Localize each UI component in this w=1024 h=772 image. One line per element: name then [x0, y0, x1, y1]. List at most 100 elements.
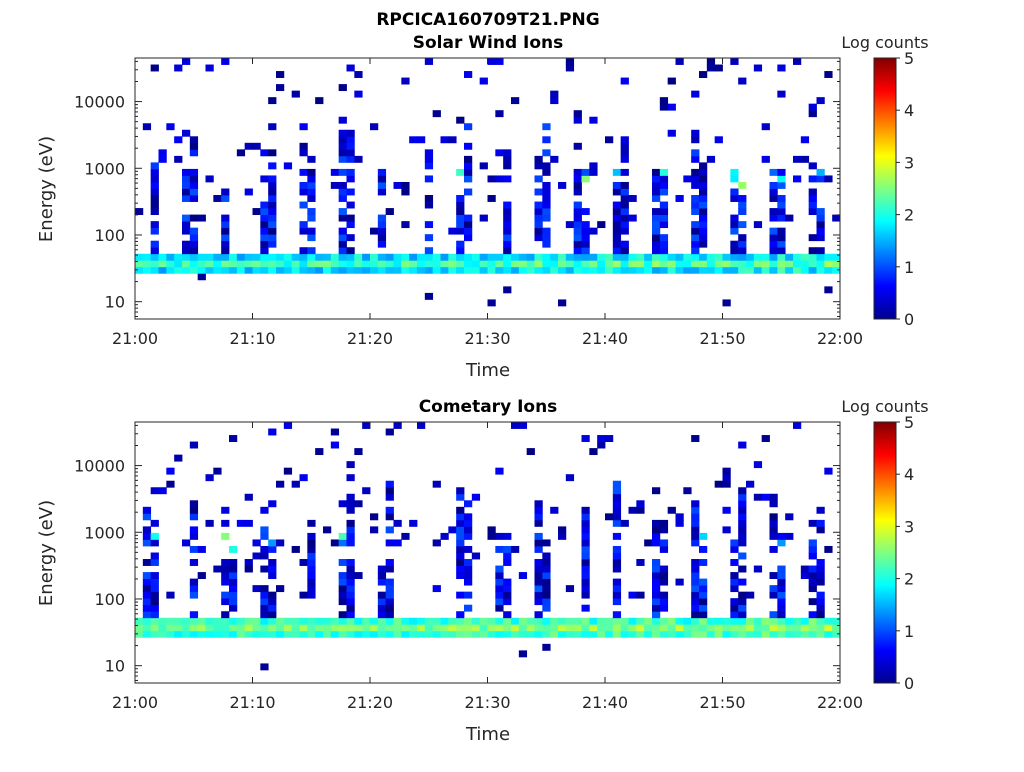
spectrogram-cell [456, 227, 465, 235]
spectrogram-cell [495, 253, 504, 261]
spectrogram-cell [221, 58, 230, 65]
spectrogram-cell [816, 591, 825, 599]
y-tick-label: 10 [105, 293, 125, 312]
spectrogram-cell [597, 253, 606, 261]
colorbar-tick-label: 2 [904, 206, 914, 225]
spectrogram-cell [816, 175, 825, 183]
spectrogram-cell [346, 461, 355, 469]
spectrogram-cell [393, 617, 402, 625]
spectrogram-cell [464, 155, 473, 163]
spectrogram-cell [283, 266, 293, 274]
spectrogram-cell [769, 234, 778, 242]
spectrogram-cell [565, 617, 575, 625]
spectrogram-cell [471, 253, 481, 261]
spectrogram-cell [628, 624, 637, 632]
spectrogram-cell [699, 181, 708, 189]
figure-title: RPCICA160709T21.PNG [376, 10, 599, 30]
spectrogram-cell [573, 188, 582, 196]
spectrogram-cell [816, 526, 825, 534]
spectrogram-cell [464, 513, 473, 521]
spectrogram-cell [377, 181, 387, 189]
spectrogram-cell [675, 624, 684, 632]
spectrogram-cell [691, 260, 700, 268]
spectrogram-cell [691, 129, 700, 137]
spectrogram-cell [518, 266, 528, 274]
spectrogram-cell [307, 539, 316, 547]
spectrogram-cell [699, 604, 708, 612]
spectrogram-cell [409, 260, 418, 268]
spectrogram-cell [189, 630, 199, 638]
spectrogram-cell [229, 617, 238, 625]
spectrogram-cell [283, 162, 293, 170]
spectrogram-cell [722, 480, 731, 488]
spectrogram-cell [330, 266, 340, 274]
y-tick-label: 100 [94, 590, 125, 609]
spectrogram-cell [229, 604, 238, 612]
spectrogram-cell [221, 253, 230, 261]
spectrogram-cell [542, 162, 551, 170]
spectrogram-cell [620, 188, 629, 196]
spectrogram-cell [189, 585, 199, 593]
spectrogram-cell [268, 97, 277, 105]
spectrogram-cell [307, 247, 316, 255]
spectrogram-cell [189, 260, 199, 268]
spectrogram-cell [667, 266, 676, 274]
spectrogram-cell [150, 611, 159, 619]
spectrogram-cell [542, 240, 551, 248]
spectrogram-cell [385, 513, 394, 521]
spectrogram-cell [722, 630, 731, 638]
spectrogram-cell [534, 532, 543, 540]
spectrogram-cell [456, 559, 465, 566]
spectrogram-cell [558, 299, 567, 307]
spectrogram-cell [753, 493, 763, 501]
spectrogram-cell [354, 155, 363, 163]
spectrogram-cell [706, 260, 716, 268]
spectrogram-cell [659, 526, 669, 534]
spectrogram-cell [197, 260, 206, 268]
spectrogram-cell [620, 221, 629, 229]
spectrogram-cell [299, 168, 308, 176]
spectrogram-cell [189, 175, 199, 183]
spectrogram-cell [260, 598, 269, 606]
spectrogram-cell [769, 195, 778, 202]
spectrogram-cell [142, 513, 152, 521]
spectrogram-cell [260, 175, 269, 183]
spectrogram-cell [542, 260, 551, 268]
spectrogram-cell [150, 247, 159, 255]
spectrogram-cell [189, 253, 199, 261]
spectrogram-cell [706, 617, 716, 625]
spectrogram-cell [409, 266, 418, 274]
spectrogram-cell [354, 260, 363, 268]
spectrogram-cell [785, 260, 794, 268]
spectrogram-cell [761, 155, 770, 163]
spectrogram-cell [213, 195, 222, 202]
spectrogram-cell [174, 136, 183, 144]
spectrogram-cell [628, 266, 637, 274]
axes: 21:00 21:10 21:20 21:30 21:40 21:50 22:0010100… [74, 422, 863, 712]
spectrogram-cell [330, 181, 340, 189]
spectrogram-cell [573, 201, 582, 209]
spectrogram-cell [753, 630, 763, 638]
spectrogram-cell [769, 611, 778, 619]
spectrogram-cell [268, 195, 277, 202]
spectrogram-cell [393, 260, 402, 268]
spectrogram-cell [424, 149, 434, 157]
spectrogram-cell [150, 188, 159, 196]
spectrogram-cell [182, 168, 191, 176]
spectrogram-cell [628, 591, 637, 599]
spectrogram-cell [495, 260, 504, 268]
spectrogram-cell [205, 253, 214, 261]
spectrogram-cell [401, 253, 410, 261]
spectrogram-cell [581, 578, 590, 586]
spectrogram-cell [424, 266, 434, 274]
spectrogram-cell [307, 578, 316, 586]
spectrogram-cell [197, 273, 206, 281]
spectrogram-cell [691, 234, 700, 242]
spectrogram-cell [816, 247, 825, 255]
spectrogram-cell [730, 260, 739, 268]
spectrogram-cell [307, 260, 316, 268]
spectrogram-cell [221, 227, 230, 235]
spectrogram-cell [471, 260, 481, 268]
spectrogram-cell [542, 253, 551, 261]
spectrogram-cell [150, 168, 159, 176]
